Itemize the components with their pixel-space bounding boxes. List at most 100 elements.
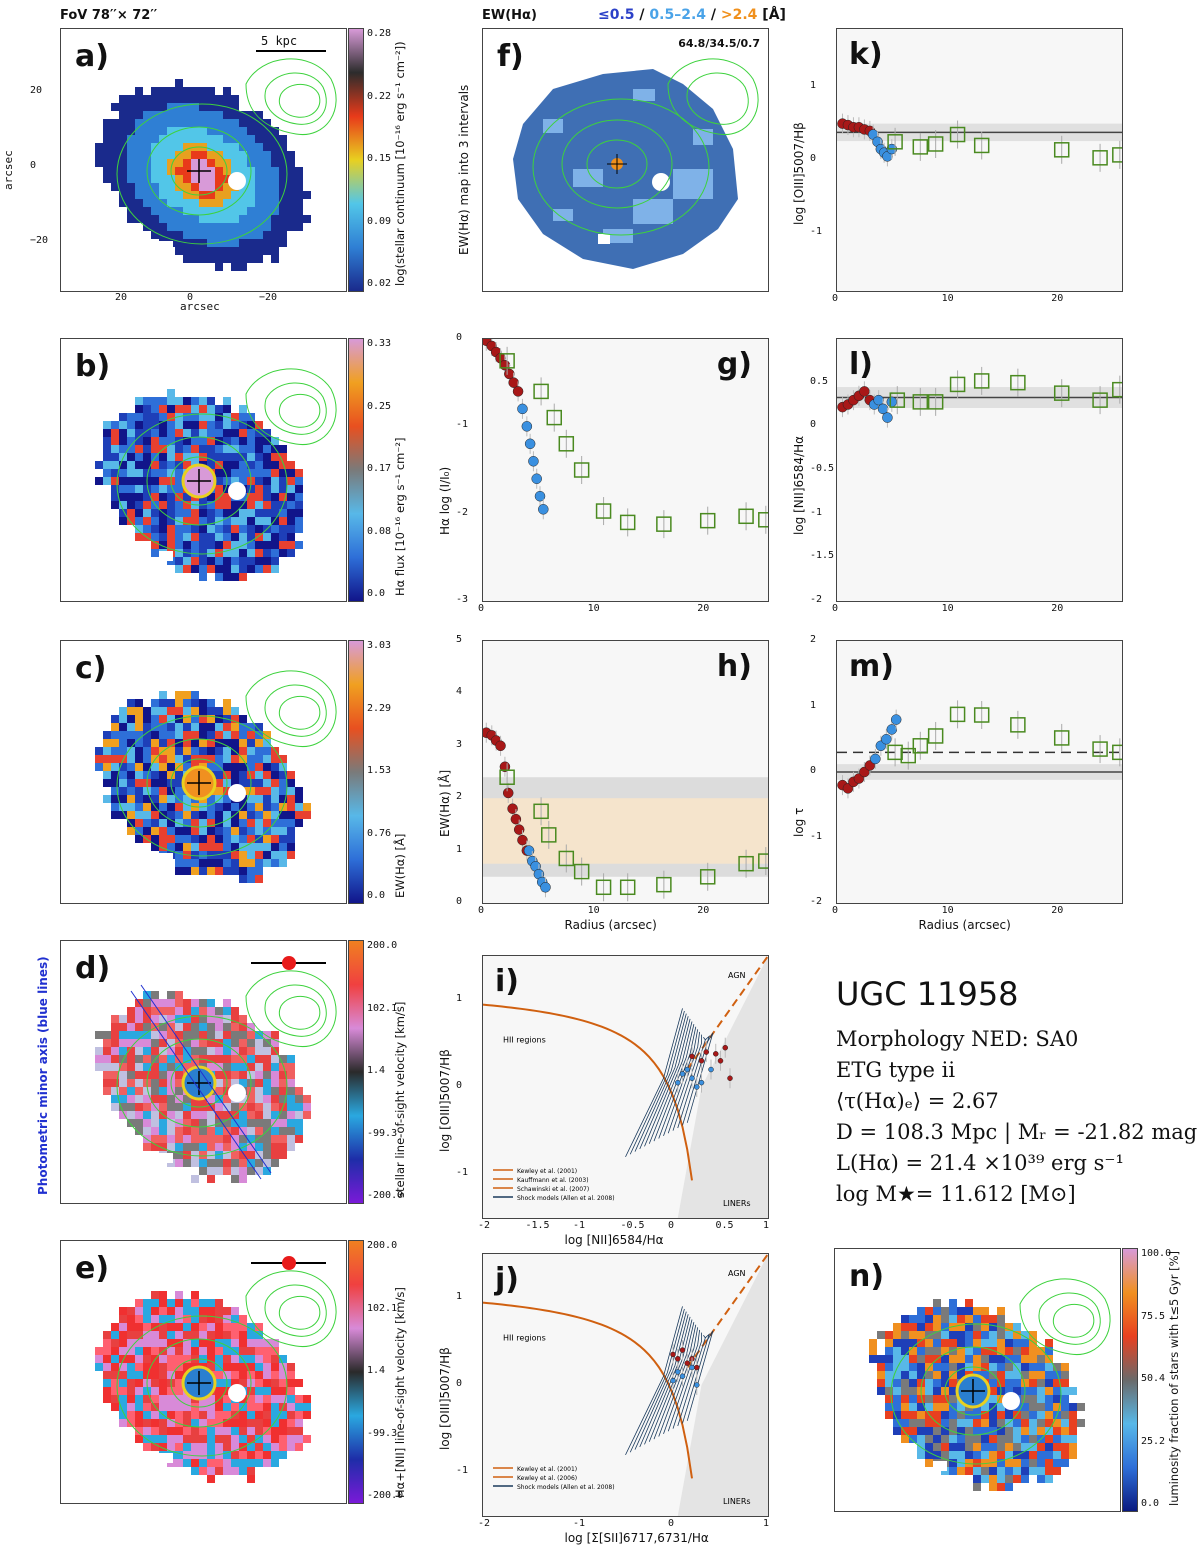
y-tick: -2 [810,594,823,605]
mask-square [159,1153,173,1163]
x-tick: 0 [478,905,485,916]
data-point-square [758,512,774,528]
panel-j-ylabel: log [OIII]5007/Hβ [438,1346,452,1450]
kewley-curve [482,1003,693,1181]
mask-circle [652,173,670,191]
y-tick: -1 [810,225,823,237]
data-point-blue [670,1377,676,1384]
colorbar-tick: 102.1 [367,1002,398,1014]
panel-g-ylabel: Hα log (I/I₀) [438,466,452,535]
data-point-blue [528,456,539,467]
data-point-square [1092,150,1108,166]
contours [890,1278,1111,1465]
y-tick: 1 [456,992,463,1004]
panel-m-label: m) [849,649,894,684]
ew-bin-low: ≤0.5 [598,7,635,23]
panel-n-frame: n) [834,1248,1121,1512]
legend-entry: Kewley et al. (2001) [517,1466,577,1473]
data-point-blue [684,1066,690,1073]
y-tick: 20 [30,85,43,96]
y-tick: 5 [456,634,463,645]
data-point-blue [881,734,892,745]
panel-h-label: h) [716,649,752,684]
data-point-blue [882,412,893,423]
ew-bin-mid: 0.5–2.4 [649,7,707,23]
data-point-blue [675,1369,681,1375]
data-point-blue [689,1364,695,1371]
colorbar-tick: 0.15 [367,153,392,164]
data-point-square [573,462,590,478]
data-point-square [546,409,562,426]
data-point-blue [679,1373,686,1380]
panel-a-colorbar [348,28,364,292]
colorbar-tick: -200.0 [367,1490,404,1501]
x-tick: 1 [763,1518,770,1529]
data-point-square [1092,392,1108,408]
panel-b-label: b) [75,349,111,384]
y-tick: 1 [810,80,817,92]
x-tick: 20 [697,905,710,916]
data-point-square [887,744,903,761]
colorbar-tick: 0.09 [367,215,392,227]
legend: Kewley et al. (2001) Kauffmann et al. (20… [493,1168,615,1202]
y-tick: -0.5 [810,463,835,474]
mask-circle [228,172,246,190]
x-tick: -1 [573,1518,586,1529]
mask-square [933,1461,947,1471]
y-tick: -3 [456,594,469,605]
data-point-square [887,134,903,150]
kinematic-marker [282,956,296,970]
x-tick: 0.5 [715,1220,734,1231]
mask-square [598,234,610,244]
data-point-square [558,436,575,452]
x-tick: 0 [832,603,839,614]
y-tick: -1 [456,1167,469,1179]
seyfert-liner-line [686,1253,769,1369]
panel-m-ylabel: log τ [792,807,806,837]
data-point-square [699,512,716,529]
panel-a-xlabel: arcsec [180,300,220,313]
x-tick: 0 [187,292,194,303]
kinematic-marker [282,1256,296,1270]
panel-e-map [95,1256,337,1483]
colorbar-tick: 0.08 [367,525,392,537]
y-tick: 0 [456,1080,463,1091]
data-point-blue [540,882,551,893]
data-point-square [973,137,990,154]
y-tick: -2 [810,896,823,907]
panel-e-frame: e) [60,1240,347,1504]
minor-axis-label: Photometric minor axis (blue lines) [36,956,50,1195]
data-point-square [558,850,575,867]
x-tick: -0.5 [620,1220,645,1231]
data-point-red [684,1360,690,1366]
liner-region [677,1254,768,1516]
data-point-blue [694,1382,700,1388]
data-point-square [912,139,929,155]
y-tick: 0 [810,419,817,431]
data-point-red [507,803,518,814]
mask-circle [1002,1392,1020,1410]
panel-n-colorbar [1122,1248,1138,1512]
panel-l-plot [837,366,1128,428]
data-point-square [927,394,944,410]
panel-b-frame: b) [60,338,347,602]
ew-title: EW(Hα) [482,8,537,23]
data-point-red [499,359,511,371]
y-tick: -1 [456,419,469,431]
mask-circle [228,1384,246,1402]
data-point-square [1053,730,1070,746]
colorbar-tick: 0.02 [367,278,392,289]
panel-f-frame: f) 64.8/34.5/0.7 [482,28,769,292]
x-tick: 0 [478,603,485,614]
legend-entry: Shock models (Allen et al. 2008) [517,1484,615,1491]
panel-a-map [95,50,337,271]
colorbar-tick: 50.4 [1141,1373,1166,1384]
panel-i-xlabel: log [NII]6584/Hα [564,1233,664,1247]
data-point-red [513,824,525,835]
colorbar-tick: 0.17 [367,463,392,474]
contours [116,970,337,1157]
x-tick: 20 [1051,603,1064,614]
y-tick: 0 [456,1378,463,1389]
y-tick: 4 [456,686,463,698]
data-point-red [689,1053,695,1060]
